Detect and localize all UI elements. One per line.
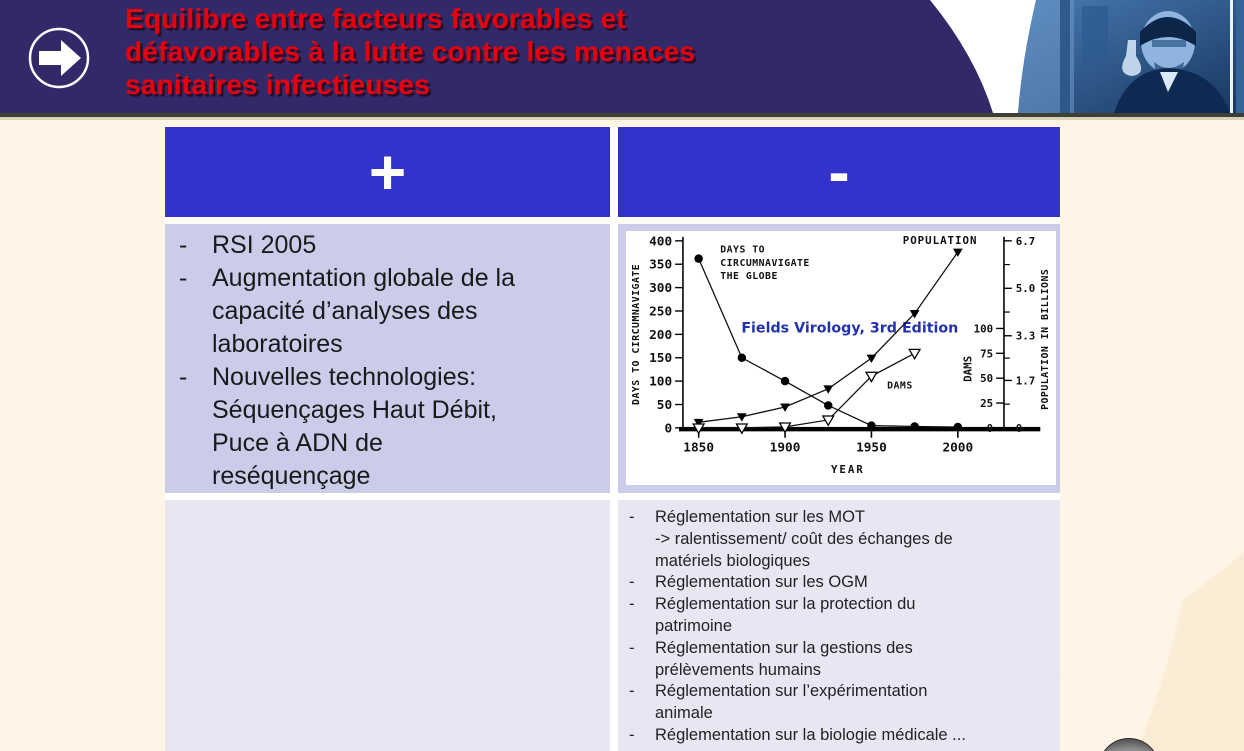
svg-text:THE GLOBE: THE GLOBE [720, 271, 778, 282]
svg-text:25: 25 [980, 397, 993, 410]
svg-text:100: 100 [974, 322, 993, 335]
list-item-text: Réglementation sur la protection du patri… [655, 595, 916, 635]
list-item: - Réglementation sur les MOT -> ralentisse… [627, 507, 1054, 572]
sphere-decoration [1098, 738, 1160, 751]
list-item-text: Réglementation sur les MOT -> ralentissem… [655, 508, 953, 570]
list-item: - Augmentation globale de la capacité d’an… [179, 262, 602, 361]
svg-text:50: 50 [657, 398, 672, 413]
bullet-dash: - [629, 573, 635, 592]
svg-text:1.7: 1.7 [1016, 374, 1035, 387]
bullet-dash: - [179, 363, 188, 391]
pasteur-illustration [1016, 0, 1244, 113]
svg-text:DAYS TO CIRCUMNAVIGATE: DAYS TO CIRCUMNAVIGATE [631, 264, 642, 405]
list-item: - Réglementation sur la biologie médicale… [627, 725, 1054, 747]
svg-text:200: 200 [649, 328, 672, 343]
svg-text:Fields Virology, 3rd Edition: Fields Virology, 3rd Edition [741, 320, 958, 336]
list-item-text: RSI 2005 [212, 231, 317, 259]
list-item: - Réglementation sur la protection du patr… [627, 594, 1054, 638]
list-item: - RSI 2005 [179, 229, 602, 262]
header-divider [0, 113, 1244, 120]
svg-text:0: 0 [987, 422, 994, 435]
bullet-dash: - [179, 231, 188, 259]
title-line-3: sanitaires infectieuses [125, 69, 430, 100]
list-item: - Réglementation sur les OGM [627, 572, 1054, 594]
bullet-dash: - [629, 508, 635, 526]
list-item: - Nouvelles technologies: Séquençages Haut… [179, 361, 602, 493]
minus-column-header: - [618, 127, 1060, 217]
svg-text:150: 150 [649, 351, 672, 366]
svg-text:400: 400 [649, 234, 672, 249]
svg-text:1950: 1950 [856, 441, 887, 456]
svg-text:0: 0 [664, 421, 672, 436]
list-item-text: Augmentation globale de la capacité d’ana… [212, 264, 516, 358]
svg-text:DAMS: DAMS [962, 356, 975, 382]
svg-text:1850: 1850 [683, 441, 714, 456]
svg-text:50: 50 [980, 372, 993, 385]
chart-cell: 0 50 100 150 200 250 300 350 400 1850 1900 1950 2000… [618, 224, 1060, 493]
pros-list: - RSI 2005- Augmentation globale de la capa… [165, 224, 610, 493]
right-arrow-circle-icon [27, 26, 91, 90]
list-item-text: Réglementation sur l’expérimentation anim… [655, 682, 928, 723]
title-line-1: Equilibre entre facteurs favorables et [125, 3, 626, 34]
svg-text:3.3: 3.3 [1016, 330, 1035, 343]
svg-text:DAMS: DAMS [887, 381, 913, 392]
empty-cell [165, 500, 610, 751]
chart-frame: 0 50 100 150 200 250 300 350 400 1850 1900 1950 2000… [626, 231, 1056, 485]
pasteur-image [1016, 0, 1244, 113]
bullet-dash: - [629, 682, 635, 701]
list-item-text: Réglementation sur les OGM [655, 573, 868, 592]
svg-text:2000: 2000 [942, 441, 973, 456]
svg-text:0: 0 [1016, 422, 1023, 435]
svg-text:YEAR: YEAR [831, 463, 865, 476]
bullet-dash: - [629, 725, 635, 744]
list-item: - Réglementation sur l’expérimentation ani… [627, 681, 1054, 725]
slide-header: Equilibre entre facteurs favorables et d… [0, 0, 1244, 120]
bullet-dash: - [629, 638, 635, 657]
svg-text:6.7: 6.7 [1016, 235, 1035, 248]
title-line-2: défavorables à la lutte contre les menac… [125, 36, 696, 67]
svg-text:POPULATION: POPULATION [903, 234, 978, 247]
list-item-text: Nouvelles technologies: Séquençages Haut … [212, 363, 497, 490]
svg-text:250: 250 [649, 304, 672, 319]
svg-text:POPULATION IN BILLIONS: POPULATION IN BILLIONS [1040, 269, 1051, 410]
list-item-text: Réglementation sur la gestions des prélèv… [655, 638, 913, 679]
svg-text:5.0: 5.0 [1016, 282, 1035, 295]
bullet-dash: - [629, 595, 635, 614]
list-item-text: Réglementation sur la biologie médicale … [655, 725, 966, 744]
svg-text:75: 75 [980, 347, 993, 360]
list-item: - Réglementation sur la gestions des prélè… [627, 638, 1054, 682]
comparison-table: + - - RSI 2005- Augmentation globale de la… [165, 127, 1060, 751]
right-arrow-icon [27, 26, 91, 90]
svg-text:DAYS TO: DAYS TO [720, 245, 765, 256]
bullet-dash: - [179, 264, 188, 292]
svg-text:CIRCUMNAVIGATE: CIRCUMNAVIGATE [720, 258, 810, 269]
svg-text:300: 300 [649, 281, 672, 296]
cons-list: - Réglementation sur les MOT -> ralentisse… [618, 500, 1060, 751]
svg-text:100: 100 [649, 375, 672, 390]
svg-text:1900: 1900 [770, 441, 801, 456]
plus-column-header: + [165, 127, 610, 217]
svg-text:350: 350 [649, 258, 672, 273]
page-title: Equilibre entre facteurs favorables et d… [125, 2, 695, 101]
